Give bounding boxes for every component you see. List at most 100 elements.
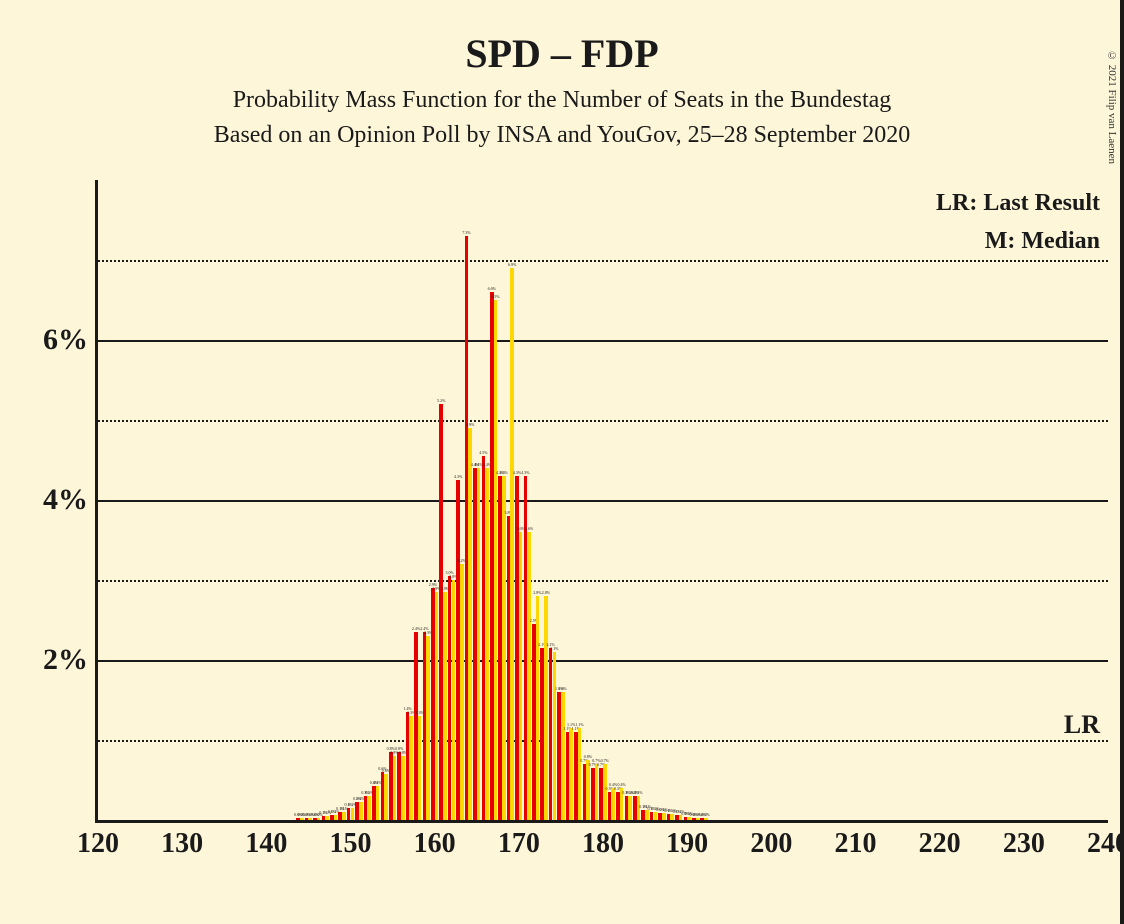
bar-series-b	[325, 816, 329, 820]
bar-series-b	[502, 476, 506, 820]
gridline-major	[98, 660, 1108, 662]
bar-value-label: 0.3%	[634, 790, 642, 795]
bar-series-b	[342, 812, 346, 820]
bar-value-label: 4.9%	[466, 422, 474, 427]
bar-value-label: 2.8%	[533, 590, 541, 595]
bar-series-b	[510, 268, 514, 820]
bar-series-b	[628, 796, 632, 820]
x-axis-label: 200	[750, 828, 792, 860]
bar-series-b	[670, 814, 674, 820]
gridline-minor	[98, 580, 1108, 582]
bar-series-b	[696, 818, 700, 820]
bar-series-b	[662, 813, 666, 820]
right-edge-border	[1120, 0, 1124, 924]
bar-series-b	[351, 808, 355, 820]
bar-series-b	[300, 818, 304, 820]
bar-series-b	[359, 802, 363, 820]
gridline-major	[98, 500, 1108, 502]
bar-series-b	[443, 592, 447, 820]
chart-subtitle-2: Based on an Opinion Poll by INSA and You…	[0, 122, 1124, 149]
bar-value-label: 0.8%	[584, 754, 592, 759]
bar-series-b	[468, 428, 472, 820]
bar-value-label: 7.3%	[462, 230, 470, 235]
x-axis-label: 220	[919, 828, 961, 860]
x-axis-label: 140	[245, 828, 287, 860]
bar-series-b	[536, 596, 540, 820]
bar-value-label: 4.3%	[454, 474, 462, 479]
bar-value-label: 2.1%	[550, 646, 558, 651]
bar-series-b	[308, 818, 312, 820]
bar-series-b	[519, 532, 523, 820]
bar-value-label: 0.7%	[601, 758, 609, 763]
bar-series-b	[494, 300, 498, 820]
bar-value-label: 6.6%	[488, 286, 496, 291]
bar-value-label: 4.3%	[521, 470, 529, 475]
bar-series-b	[645, 810, 649, 820]
bar-value-label: 6.9%	[508, 262, 516, 267]
bar-value-label: 1.6%	[559, 686, 567, 691]
bar-value-label: 6.5%	[491, 294, 499, 299]
bar-series-b	[561, 692, 565, 820]
y-axis-label: 4%	[43, 483, 88, 517]
bar-series-b	[553, 652, 557, 820]
plot-area: LR: Last Result M: Median LR M 2%4%6%120…	[95, 180, 1108, 823]
x-axis-label: 170	[498, 828, 540, 860]
bar-series-b	[393, 756, 397, 820]
legend-last-result: LR: Last Result	[936, 190, 1100, 217]
bar-series-b	[367, 796, 371, 820]
bar-series-b	[679, 815, 683, 820]
bar-series-b	[317, 818, 321, 820]
bar-value-label: 4.3%	[500, 470, 508, 475]
bar-value-label: 5.2%	[437, 398, 445, 403]
bar-series-b	[586, 760, 590, 820]
bar-series-b	[376, 786, 380, 820]
x-axis-label: 210	[835, 828, 877, 860]
bar-series-b	[477, 468, 481, 820]
lr-marker: LR	[1064, 710, 1100, 740]
chart-title: SPD – FDP	[0, 0, 1124, 77]
bar-value-label: 2.4%	[412, 626, 420, 631]
chart-container: SPD – FDP Probability Mass Function for …	[0, 0, 1124, 924]
x-axis-label: 230	[1003, 828, 1045, 860]
bar-series-b	[687, 817, 691, 820]
bar-value-label: 4.3%	[513, 470, 521, 475]
bar-series-b	[704, 818, 708, 820]
y-axis-label: 6%	[43, 323, 88, 357]
x-axis-label: 120	[77, 828, 119, 860]
gridline-major	[98, 340, 1108, 342]
bar-series-b	[460, 564, 464, 820]
bar-series-b	[426, 636, 430, 820]
bar-series-b	[384, 774, 388, 820]
bar-series-b	[544, 596, 548, 820]
bar-series-b	[603, 764, 607, 820]
bar-series-b	[527, 532, 531, 820]
bar-series-b	[654, 812, 658, 820]
x-axis-label: 150	[330, 828, 372, 860]
bar-value-label: 0.0%	[702, 812, 710, 817]
gridline-minor	[98, 740, 1108, 742]
y-axis-label: 2%	[43, 643, 88, 677]
x-axis-label: 130	[161, 828, 203, 860]
bar-series-b	[452, 580, 456, 820]
gridline-minor	[98, 420, 1108, 422]
bar-series-b	[418, 716, 422, 820]
bar-series-b	[569, 728, 573, 820]
bar-series-b	[578, 728, 582, 820]
bar-series-b	[595, 764, 599, 820]
x-axis-label: 180	[582, 828, 624, 860]
bar-value-label: 4.5%	[479, 450, 487, 455]
bar-value-label: 3.6%	[525, 526, 533, 531]
bar-value-label: 2.8%	[542, 590, 550, 595]
bar-series-b	[435, 592, 439, 820]
x-axis-label: 240	[1087, 828, 1124, 860]
x-axis-label: 190	[666, 828, 708, 860]
legend-median: M: Median	[985, 228, 1100, 255]
bar-value-label: 1.1%	[575, 722, 583, 727]
gridline-minor	[98, 260, 1108, 262]
copyright-text: © 2021 Filip van Laenen	[1106, 50, 1118, 164]
bar-series-b	[401, 756, 405, 820]
chart-subtitle-1: Probability Mass Function for the Number…	[0, 87, 1124, 114]
bar-series-b	[409, 716, 413, 820]
bar-series-b	[485, 468, 489, 820]
x-axis-label: 160	[414, 828, 456, 860]
